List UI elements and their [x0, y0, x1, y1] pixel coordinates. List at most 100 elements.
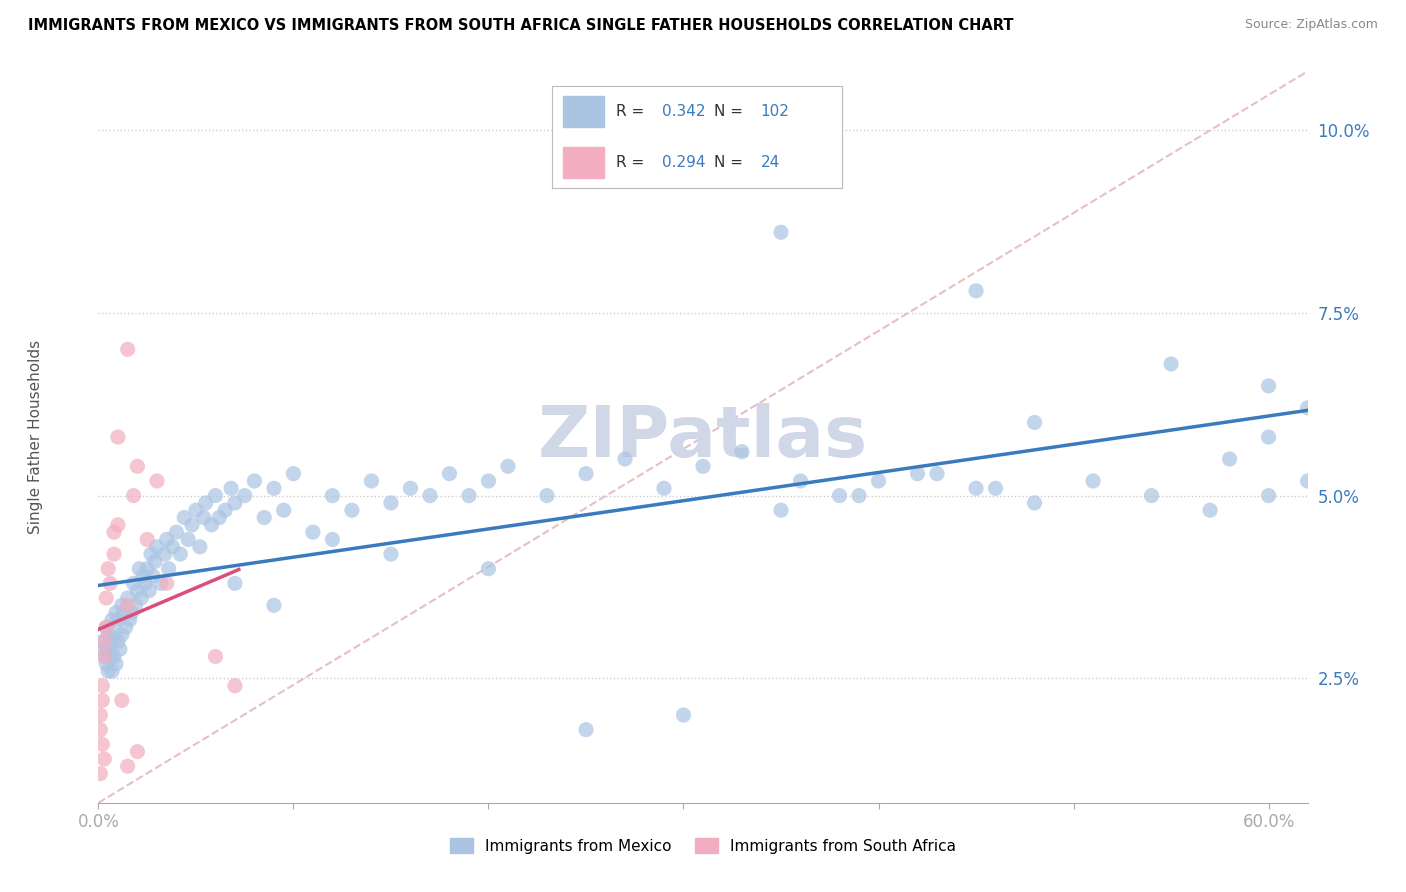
Point — [1219, 452, 1241, 467]
Point — [1257, 379, 1279, 393]
Point — [91, 679, 114, 693]
Text: ZIPatlas: ZIPatlas — [538, 402, 868, 472]
Point — [89, 723, 111, 737]
Point — [101, 664, 124, 678]
Text: IMMIGRANTS FROM MEXICO VS IMMIGRANTS FROM SOUTH AFRICA SINGLE FATHER HOUSEHOLDS : IMMIGRANTS FROM MEXICO VS IMMIGRANTS FRO… — [28, 18, 1014, 33]
Point — [136, 562, 159, 576]
Point — [652, 481, 675, 495]
Point — [965, 481, 987, 495]
Point — [117, 343, 139, 357]
Point — [1257, 430, 1279, 444]
Point — [173, 510, 195, 524]
Point — [233, 489, 256, 503]
Point — [200, 517, 222, 532]
Point — [907, 467, 929, 481]
Point — [169, 547, 191, 561]
Point — [789, 474, 811, 488]
Point — [1296, 401, 1319, 415]
Point — [439, 467, 461, 481]
Point — [458, 489, 481, 503]
Point — [273, 503, 295, 517]
Point — [91, 693, 114, 707]
Point — [104, 657, 127, 671]
Point — [103, 627, 125, 641]
Point — [96, 620, 118, 634]
Point — [93, 635, 115, 649]
Point — [132, 569, 155, 583]
Legend: Immigrants from Mexico, Immigrants from South Africa: Immigrants from Mexico, Immigrants from … — [450, 838, 956, 854]
Point — [360, 474, 382, 488]
Point — [111, 693, 134, 707]
Point — [157, 562, 180, 576]
Point — [89, 766, 111, 780]
Point — [131, 591, 153, 605]
Point — [97, 664, 120, 678]
Point — [121, 606, 143, 620]
Point — [477, 562, 499, 576]
Point — [224, 679, 246, 693]
Point — [122, 576, 145, 591]
Point — [1024, 416, 1046, 430]
Point — [208, 510, 231, 524]
Point — [204, 489, 226, 503]
Point — [828, 489, 851, 503]
Point — [117, 591, 139, 605]
Point — [399, 481, 422, 495]
Point — [122, 489, 145, 503]
Point — [103, 649, 125, 664]
Point — [153, 547, 176, 561]
Point — [91, 737, 114, 751]
Point — [214, 503, 236, 517]
Point — [118, 613, 141, 627]
Point — [321, 489, 343, 503]
Point — [124, 599, 146, 613]
Point — [108, 642, 131, 657]
Point — [146, 474, 169, 488]
Point — [219, 481, 242, 495]
Point — [103, 547, 125, 561]
Point — [146, 540, 169, 554]
Point — [139, 547, 162, 561]
Text: Source: ZipAtlas.com: Source: ZipAtlas.com — [1244, 18, 1378, 31]
Point — [614, 452, 637, 467]
Point — [107, 613, 129, 627]
Point — [98, 635, 121, 649]
Point — [575, 467, 598, 481]
Point — [136, 533, 159, 547]
Point — [1024, 496, 1046, 510]
Point — [107, 635, 129, 649]
Point — [127, 459, 149, 474]
Point — [97, 562, 120, 576]
Point — [128, 562, 150, 576]
Point — [98, 576, 121, 591]
Point — [96, 620, 118, 634]
Point — [672, 708, 695, 723]
Point — [283, 467, 305, 481]
Point — [848, 489, 870, 503]
Point — [134, 576, 156, 591]
Point — [1081, 474, 1104, 488]
Point — [263, 599, 285, 613]
Point — [1160, 357, 1182, 371]
Point — [93, 649, 115, 664]
Point — [224, 576, 246, 591]
Point — [107, 430, 129, 444]
Point — [769, 503, 792, 517]
Point — [156, 533, 179, 547]
Point — [575, 723, 598, 737]
Point — [111, 599, 134, 613]
Point — [98, 649, 121, 664]
Point — [419, 489, 441, 503]
Point — [127, 583, 149, 598]
Point — [477, 474, 499, 488]
Point — [177, 533, 200, 547]
Point — [112, 606, 135, 620]
Point — [143, 554, 166, 568]
Point — [127, 745, 149, 759]
Point — [1199, 503, 1222, 517]
Point — [93, 642, 115, 657]
Point — [162, 540, 184, 554]
Point — [380, 496, 402, 510]
Point — [263, 481, 285, 495]
Point — [194, 496, 217, 510]
